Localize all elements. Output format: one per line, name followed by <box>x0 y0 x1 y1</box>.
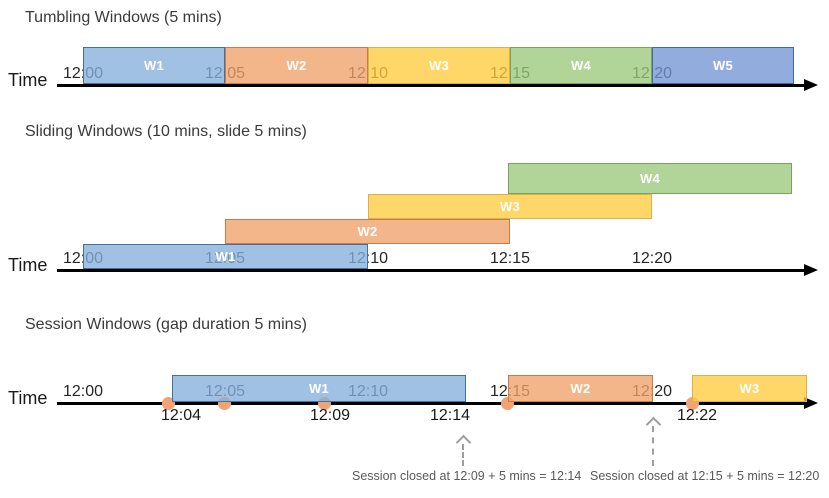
event-time-label: 12:04 <box>160 407 202 424</box>
sliding-window-w3: W3 <box>368 194 652 219</box>
time-axis-line <box>57 269 806 272</box>
session-title: Session Windows (gap duration 5 mins) <box>25 316 307 333</box>
tick-label: 12:15 <box>489 250 531 267</box>
window-label: W1 <box>215 249 236 264</box>
session-window-w2: W2 <box>508 375 653 402</box>
tumbling-window-w5: W5 <box>652 47 794 84</box>
sliding-title: Sliding Windows (10 mins, slide 5 mins) <box>25 123 307 140</box>
window-label: W1 <box>308 381 330 396</box>
window-label: W4 <box>639 171 661 186</box>
tumbling-title: Tumbling Windows (5 mins) <box>25 9 222 26</box>
session-close-arrow-line <box>462 444 464 466</box>
event-time-label: 12:22 <box>676 407 718 424</box>
window-label: W3 <box>739 381 760 396</box>
time-axis-label: Time <box>8 255 48 275</box>
sliding-window-w4: W4 <box>508 163 792 194</box>
window-label: W2 <box>357 224 378 239</box>
window-label: W2 <box>286 58 307 73</box>
session-window-w1: W1 <box>172 375 466 402</box>
tumbling-window-w4: W4 <box>510 47 652 84</box>
session-close-annotation: Session closed at 12:09 + 5 mins = 12:14 <box>352 469 582 483</box>
window-label: W2 <box>570 381 591 396</box>
tick-label: 12:00 <box>62 383 104 400</box>
window-label: W3 <box>428 58 450 73</box>
session-close-arrow-line <box>652 426 654 466</box>
window-label: W5 <box>712 58 734 73</box>
tumbling-window-w2: W2 <box>225 47 368 84</box>
axis-arrowhead-icon <box>804 79 818 91</box>
sliding-window-w2: W2 <box>225 219 510 244</box>
time-axis-label: Time <box>8 388 48 408</box>
session-close-time-label: 12:14 <box>429 407 471 424</box>
sliding-window-w1: W1 <box>83 244 368 269</box>
window-label: W4 <box>570 58 592 73</box>
tumbling-window-w3: W3 <box>368 47 510 84</box>
session-window-w3: W3 <box>692 375 807 402</box>
tick-label: 12:20 <box>631 250 673 267</box>
window-label: W3 <box>499 199 521 214</box>
session-close-annotation: Session closed at 12:15 + 5 mins = 12:20 <box>590 469 820 483</box>
tumbling-window-w1: W1 <box>83 47 225 84</box>
time-axis-line <box>57 402 806 405</box>
axis-arrowhead-icon <box>804 397 818 409</box>
time-axis-label: Time <box>8 70 48 90</box>
event-dot <box>162 397 175 410</box>
event-time-label: 12:09 <box>309 407 351 424</box>
time-axis-line <box>57 84 806 87</box>
axis-arrowhead-icon <box>804 264 818 276</box>
window-label: W1 <box>143 58 165 73</box>
